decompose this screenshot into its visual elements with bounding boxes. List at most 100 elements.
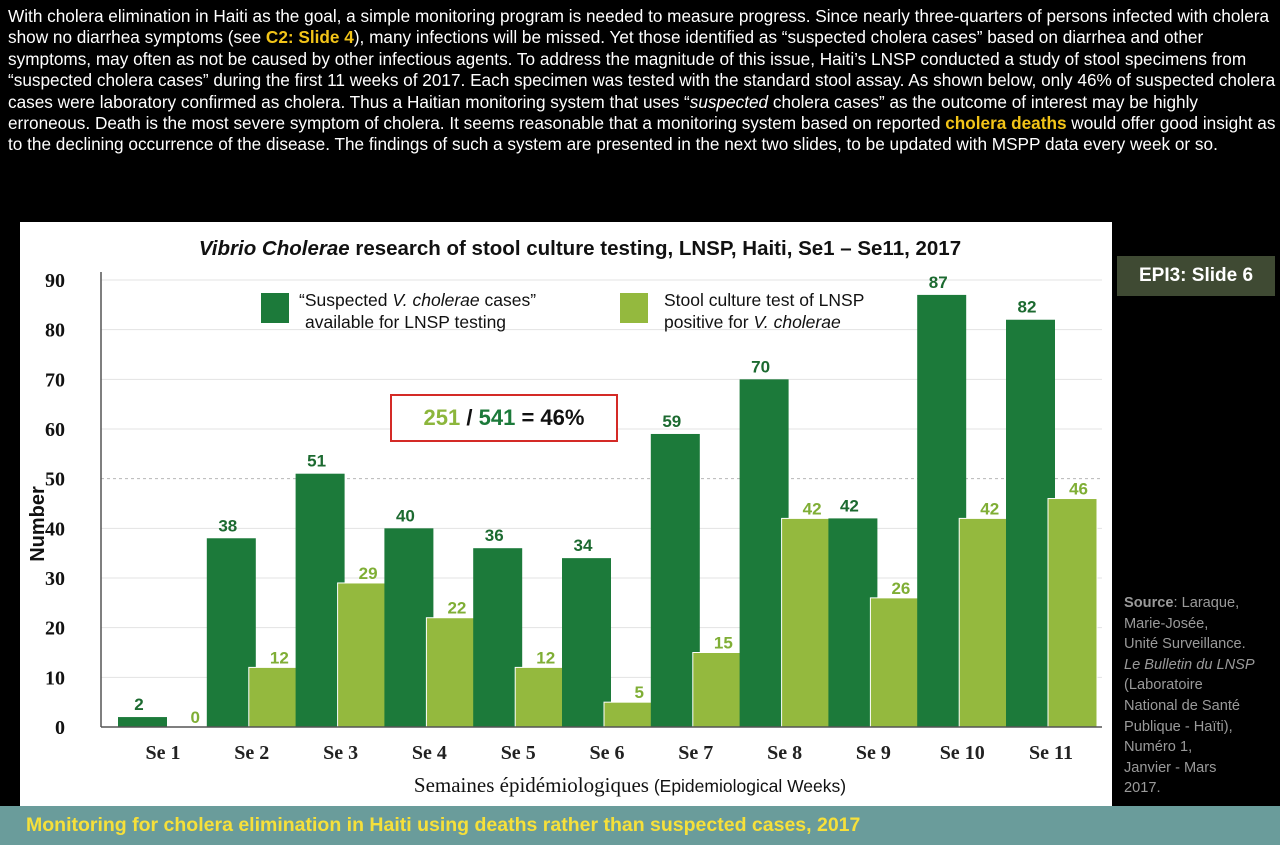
bar-suspected [739, 379, 789, 727]
x-tick-label: Se 7 [678, 742, 713, 764]
bar-positive [781, 517, 832, 728]
x-tick-label: Se 3 [323, 742, 358, 764]
x-axis-label: Semaines épidémiologiques (Epidemiologic… [414, 773, 846, 797]
x-tick-label: Se 6 [590, 742, 625, 764]
y-tick-label: 70 [45, 369, 65, 391]
data-label-positive: 26 [891, 579, 910, 598]
source-line-4: Le Bulletin du LNSP [1124, 656, 1255, 673]
bar-chart: Vibrio Cholerae research of stool cultur… [27, 237, 1102, 797]
legend-positive-line2: positive for V. cholerae [664, 312, 841, 332]
bar-positive [958, 517, 1009, 728]
source-line-1: Source: Laraque, [1124, 595, 1240, 611]
source-line-7: Publique - Haïti), [1124, 718, 1233, 735]
chart-panel: Vibrio Cholerae research of stool cultur… [20, 222, 1112, 806]
y-tick-label: 50 [45, 469, 65, 491]
data-label-positive: 29 [359, 564, 378, 583]
legend-positive-line1: Stool culture test of LNSP [664, 290, 864, 310]
bar-suspected [473, 548, 523, 727]
bar-suspected [650, 433, 700, 727]
footer-title: Monitoring for cholera elimination in Ha… [26, 814, 861, 836]
legend-swatch-positive [620, 293, 648, 323]
data-label-positive: 12 [270, 648, 289, 667]
bar-positive [514, 666, 565, 728]
y-tick-label: 90 [45, 270, 65, 292]
data-label-suspected: 36 [485, 526, 504, 545]
bar-positive [603, 701, 654, 728]
bar-suspected [206, 538, 256, 727]
x-tick-label: Se 8 [767, 742, 802, 764]
bar-suspected [917, 294, 967, 727]
slide-tag: EPI3: Slide 6 [1117, 256, 1275, 296]
data-label-suspected: 42 [840, 496, 859, 515]
x-tick-label: Se 1 [146, 742, 181, 764]
source-line-2: Marie-Josée, [1124, 615, 1209, 632]
x-tick-label: Se 9 [856, 742, 891, 764]
data-label-suspected: 2 [134, 695, 143, 714]
bar-positive [425, 617, 476, 728]
bar-suspected [562, 558, 611, 727]
ratio-callout: 251 / 541 = 46% [390, 394, 618, 442]
bar-positive [692, 652, 743, 728]
source-citation: Source: Laraque, Marie-Josée, Unité Surv… [1124, 593, 1280, 799]
y-tick-label: 40 [45, 518, 65, 540]
data-label-positive: 15 [714, 634, 733, 653]
data-label-suspected: 59 [662, 412, 681, 431]
data-label-suspected: 40 [396, 506, 415, 525]
data-label-positive: 5 [635, 683, 644, 702]
data-label-suspected: 70 [751, 357, 770, 376]
source-line-9: Janvier - Mars [1124, 759, 1217, 776]
footer-banner: Monitoring for cholera elimination in Ha… [0, 806, 1280, 845]
data-label-positive: 42 [980, 499, 999, 518]
ratio-separator: / [460, 405, 479, 430]
x-tick-label: Se 2 [234, 742, 269, 764]
ratio-percent: = 46% [515, 405, 585, 430]
data-label-positive: 0 [191, 708, 200, 727]
bar-suspected [1006, 319, 1055, 727]
source-line-5: (Laboratoire [1124, 677, 1203, 694]
data-label-positive: 22 [447, 599, 466, 618]
bar-positive [869, 597, 920, 728]
y-tick-label: 10 [45, 667, 65, 689]
x-tick-label: Se 10 [940, 742, 985, 764]
bar-positive [337, 582, 388, 728]
bar-positive [1047, 498, 1098, 728]
legend: “Suspected V. cholerae cases” available … [261, 290, 864, 332]
legend-swatch-suspected [261, 293, 289, 323]
y-tick-label: 0 [55, 717, 65, 739]
intro-text-2: ), many infections will be missed. Yet t… [8, 27, 1276, 112]
bars [118, 294, 1098, 728]
x-tick-label: Se 11 [1029, 742, 1073, 764]
y-tick-label: 30 [45, 568, 65, 590]
data-label-positive: 46 [1069, 480, 1088, 499]
x-tick-label: Se 5 [501, 742, 536, 764]
intro-text-3: cholera cases” as the outcome of interes… [8, 91, 1199, 134]
ratio-positive-count: 251 [423, 405, 461, 430]
ratio-suspected-count: 541 [478, 405, 516, 430]
cholera-deaths-highlight: cholera deaths [945, 113, 1067, 134]
legend-suspected-line2: available for LNSP testing [305, 312, 506, 332]
data-label-suspected: 87 [929, 273, 948, 292]
bar-suspected [828, 518, 878, 727]
bar-suspected [384, 528, 434, 727]
y-tick-label: 20 [45, 618, 65, 640]
chart-title: Vibrio Cholerae research of stool cultur… [199, 237, 961, 260]
data-label-suspected: 34 [574, 536, 593, 555]
data-label-suspected: 82 [1018, 298, 1037, 317]
slide-reference-link[interactable]: C2: Slide 4 [265, 27, 354, 48]
source-line-6: National de Santé [1124, 697, 1241, 714]
intro-text-1: With cholera elimination in Haiti as the… [8, 6, 1270, 48]
x-tick-label: Se 4 [412, 742, 447, 764]
intro-emphasis: suspected [689, 91, 769, 112]
bar-suspected [118, 717, 167, 727]
intro-text-4: would offer good insight as to the decli… [8, 113, 1276, 155]
source-line-10: 2017. [1124, 780, 1161, 797]
source-line-8: Numéro 1, [1124, 739, 1193, 756]
legend-suspected-line1: “Suspected V. cholerae cases” [299, 290, 536, 310]
bar-positive [248, 666, 299, 728]
y-tick-label: 60 [45, 419, 65, 441]
data-label-positive: 42 [803, 499, 822, 518]
y-axis-label: Number [27, 486, 49, 562]
bar-suspected [295, 473, 345, 727]
data-label-suspected: 38 [218, 516, 237, 535]
